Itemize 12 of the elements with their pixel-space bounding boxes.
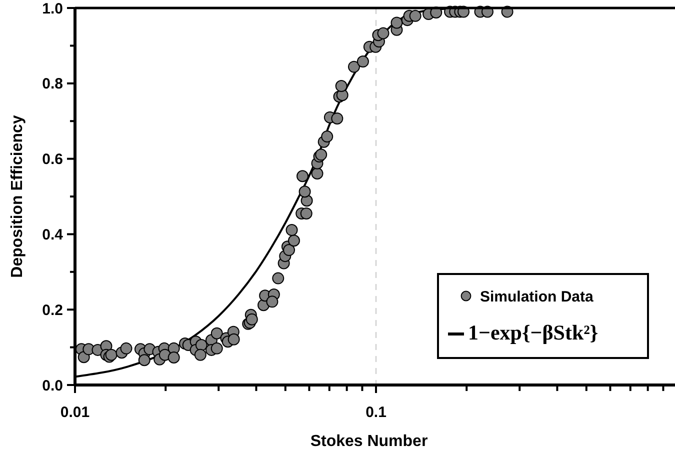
x-axis-title: Stokes Number [310,433,428,450]
legend-label: 1−exp{−βStk²} [468,320,598,344]
x-tick-label: 0.01 [60,404,90,421]
y-tick-label: 0.8 [42,76,63,93]
y-tick-label: 1.0 [42,0,63,18]
y-tick-label: 0.4 [42,226,64,244]
y-axis-title: Deposition Efficiency [9,115,26,278]
y-tick-label: 0.6 [42,151,63,168]
y-tick-label: 0.2 [42,302,63,319]
y-tick-label: 0.0 [42,377,63,394]
legend-label: Simulation Data [480,288,594,306]
x-tick-label: 0.1 [366,404,386,421]
